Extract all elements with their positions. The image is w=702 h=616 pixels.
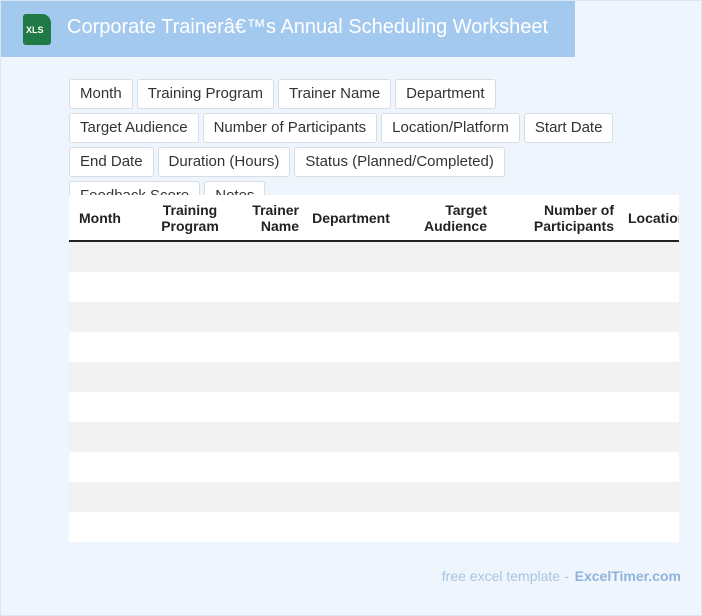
table-row — [69, 452, 679, 482]
tag[interactable]: Status (Planned/Completed) — [294, 147, 505, 177]
table-row — [69, 392, 679, 422]
table-row — [69, 362, 679, 392]
table-row — [69, 302, 679, 332]
table-row — [69, 422, 679, 452]
tag[interactable]: Location/Platform — [381, 113, 520, 143]
table-row — [69, 242, 679, 272]
table-header: Month Training Program Trainer Name Departm… — [69, 195, 679, 242]
footer: free excel template - ExcelTimer.com — [442, 568, 681, 584]
tag[interactable]: Duration (Hours) — [157, 147, 291, 177]
column-header: Trainer Name — [252, 201, 299, 234]
column-header: Month — [79, 209, 121, 226]
column-header: Department — [312, 209, 390, 226]
table-row — [69, 272, 679, 302]
table: Month Training Program Trainer Name Departm… — [69, 195, 679, 542]
table-row — [69, 512, 679, 542]
title: Corporate Trainerâ€™s Annual Scheduling … — [67, 16, 549, 38]
footer-link[interactable]: ExcelTimer.com — [574, 568, 681, 584]
tag[interactable]: Target Audience — [69, 113, 199, 143]
tag-list: Month Training Program Trainer Name Departm… — [69, 79, 629, 211]
column-header: Location — [628, 209, 679, 226]
tag[interactable]: Department — [395, 79, 496, 109]
tag[interactable]: Trainer Name — [278, 79, 392, 109]
column-header: Number of Participants — [533, 201, 614, 234]
xls-icon — [23, 14, 51, 45]
header-bar: XLS Corporate Trainerâ€™s Annual Schedul… — [1, 1, 575, 57]
tag[interactable]: End Date — [69, 147, 154, 177]
tag[interactable]: Start Date — [523, 113, 614, 143]
column-header: Target Audience — [423, 201, 487, 234]
column-header: Training Program — [161, 201, 219, 234]
icon-label: XLS — [26, 25, 44, 35]
table-row — [69, 482, 679, 512]
tag[interactable]: Training Program — [136, 79, 275, 109]
footer-text: free excel template - — [441, 568, 569, 584]
tag[interactable]: Month — [69, 79, 133, 109]
table-row — [69, 332, 679, 362]
tag[interactable]: Number of Participants — [202, 113, 378, 143]
